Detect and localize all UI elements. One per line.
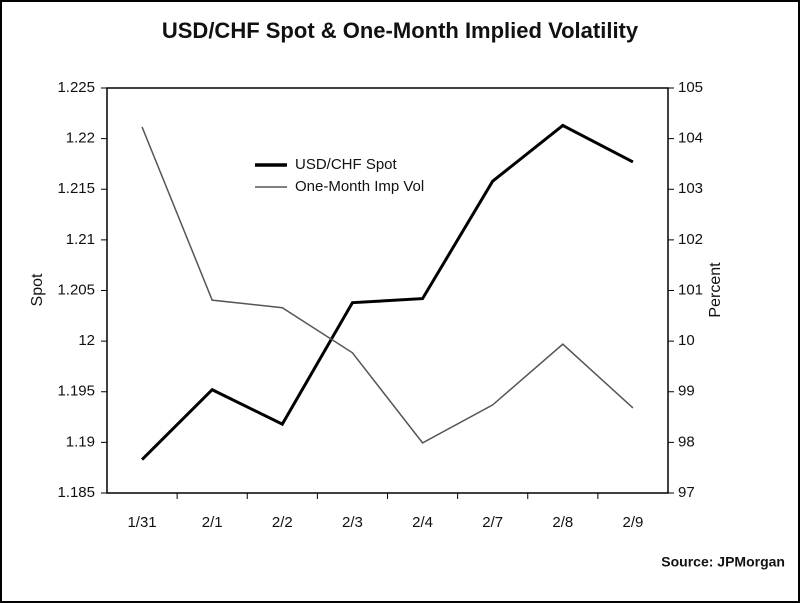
x-tick-label: 1/31 [127,514,156,531]
y2-tick-label: 101 [678,281,703,298]
y-tick-label: 1.19 [66,433,95,450]
y2-tick-label: 105 [678,79,703,96]
y-tick-label: 1.195 [57,383,95,400]
x-tick-label: 2/1 [202,514,223,531]
x-tick-label: 2/8 [552,514,573,531]
x-tick-label: 2/3 [342,514,363,531]
y-axis-title: Spot [29,273,46,306]
y-tick-label: 1.215 [57,180,95,197]
y-tick-label: 1.185 [57,484,95,501]
source: Source: JPMorgan [661,554,785,570]
y2-axis-title: Percent [707,262,724,318]
series-line [141,126,634,444]
x-tick-label: 2/9 [623,514,644,531]
y-tick-label: 1.21 [66,231,95,248]
y2-tick-label: 97 [678,484,695,501]
y2-tick-label: 102 [678,231,703,248]
y2-tick-label: 104 [678,130,703,147]
y2-tick-label: 10 [678,332,695,349]
y-tick-label: 1.225 [57,79,95,96]
y-tick-label: 12 [78,332,95,349]
chart-title: USD/CHF Spot & One-Month Implied Volatil… [162,18,639,43]
legend-label: One-Month Imp Vol [295,178,424,195]
x-tick-label: 2/4 [412,514,433,531]
y2-tick-label: 98 [678,433,695,450]
x-tick-label: 2/7 [482,514,503,531]
series-line [141,123,634,461]
legend-label: USD/CHF Spot [295,156,398,173]
y-tick-label: 1.205 [57,281,95,298]
y-tick-label: 1.22 [66,130,95,147]
x-tick-label: 2/2 [272,514,293,531]
y2-tick-label: 103 [678,180,703,197]
y2-tick-label: 99 [678,383,695,400]
